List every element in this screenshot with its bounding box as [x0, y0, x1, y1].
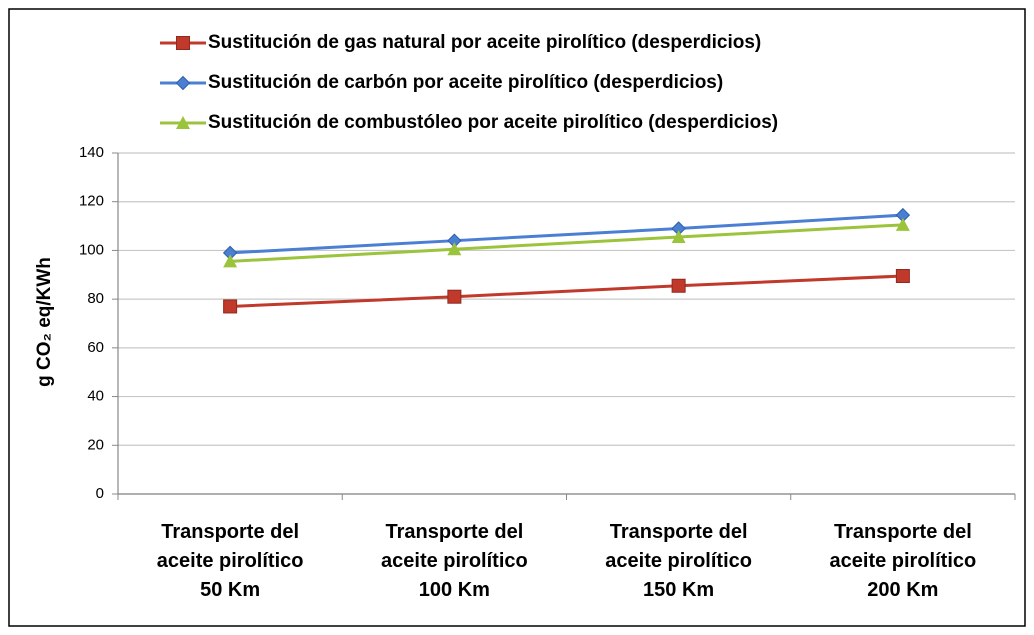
chart-border — [8, 8, 1026, 627]
marker — [223, 254, 238, 268]
legend-marker — [176, 36, 190, 50]
y-tick-label: 20 — [87, 436, 104, 453]
marker — [671, 230, 686, 244]
y-tick-label: 0 — [96, 485, 104, 502]
y-tick-label: 140 — [79, 144, 104, 161]
x-tick-label: Transporte del aceite pirolítico 200 Km — [829, 521, 977, 601]
y-tick-label: 60 — [87, 339, 104, 356]
legend-label: Sustitución de combustóleo por aceite pi… — [208, 112, 778, 133]
y-tick-label: 120 — [79, 193, 104, 210]
marker — [895, 269, 910, 284]
y-tick-label: 80 — [87, 290, 104, 307]
series-line — [230, 223, 903, 263]
x-tick-label: Transporte del aceite pirolítico 100 Km — [381, 521, 528, 601]
marker — [447, 289, 462, 304]
y-axis-label: g CO₂ eq/KWh — [34, 257, 55, 387]
marker — [223, 299, 238, 314]
series-line — [230, 213, 903, 255]
marker — [447, 242, 462, 256]
legend-marker — [176, 116, 190, 129]
legend-label: Sustitución de carbón por aceite pirolít… — [208, 72, 723, 93]
x-tick-label: Transporte del aceite pirolítico 50 Km — [156, 521, 304, 601]
legend-label: Sustitución de gas natural por aceite pi… — [208, 32, 761, 53]
marker — [895, 217, 910, 231]
legend-marker — [175, 75, 191, 91]
y-tick-label: 40 — [87, 388, 104, 405]
x-tick-label: Transporte del aceite pirolítico 150 Km — [605, 521, 752, 601]
marker — [671, 278, 686, 293]
series-line — [230, 274, 903, 308]
y-tick-label: 100 — [79, 241, 104, 258]
